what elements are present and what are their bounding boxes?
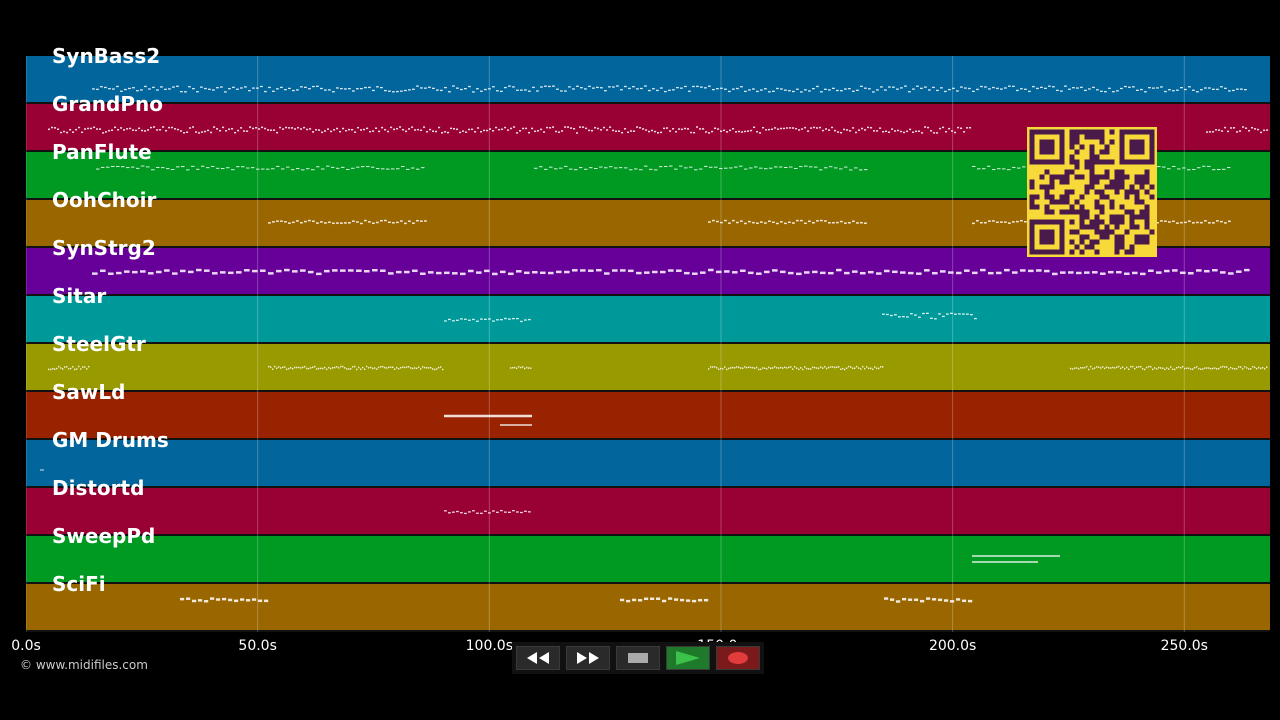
track-label: SciFi: [52, 572, 106, 596]
stop-button[interactable]: [616, 646, 660, 670]
rewind-icon: [527, 652, 549, 664]
rewind-button[interactable]: [516, 646, 560, 670]
track-lane: [26, 344, 1270, 392]
track-lane: [26, 392, 1270, 440]
track-label: SweepPd: [52, 524, 156, 548]
record-icon: [728, 652, 748, 664]
track-label: GrandPno: [52, 92, 163, 116]
time-tick-label: 250.0s: [1160, 638, 1208, 654]
track-lane: [26, 488, 1270, 536]
play-button[interactable]: [666, 646, 710, 670]
track-lane: [26, 584, 1270, 632]
copyright-notice: © www.midifiles.com: [20, 658, 148, 672]
track-label: SawLd: [52, 380, 126, 404]
track-lane: [26, 296, 1270, 344]
track-label: Distortd: [52, 476, 145, 500]
record-button[interactable]: [716, 646, 760, 670]
track-label: OohChoir: [52, 188, 157, 212]
track-label: SynStrg2: [52, 236, 156, 260]
track-lane: [26, 56, 1270, 104]
stop-icon: [628, 653, 648, 663]
time-tick-label: 50.0s: [238, 638, 277, 654]
track-lane: [26, 440, 1270, 488]
play-icon: [676, 651, 700, 665]
track-label: SteelGtr: [52, 332, 146, 356]
qr-code-icon: [1027, 127, 1157, 257]
track-label: PanFlute: [52, 140, 152, 164]
time-tick-label: 0.0s: [11, 638, 41, 654]
time-tick-label: 100.0s: [465, 638, 513, 654]
track-lane: [26, 536, 1270, 584]
time-tick-label: 200.0s: [928, 638, 977, 654]
track-label: Sitar: [52, 284, 107, 308]
track-label: SynBass2: [52, 44, 161, 68]
transport-controls: [512, 642, 764, 674]
track-label: GM Drums: [52, 428, 169, 452]
fast-forward-button[interactable]: [566, 646, 610, 670]
fast-forward-icon: [577, 652, 599, 664]
